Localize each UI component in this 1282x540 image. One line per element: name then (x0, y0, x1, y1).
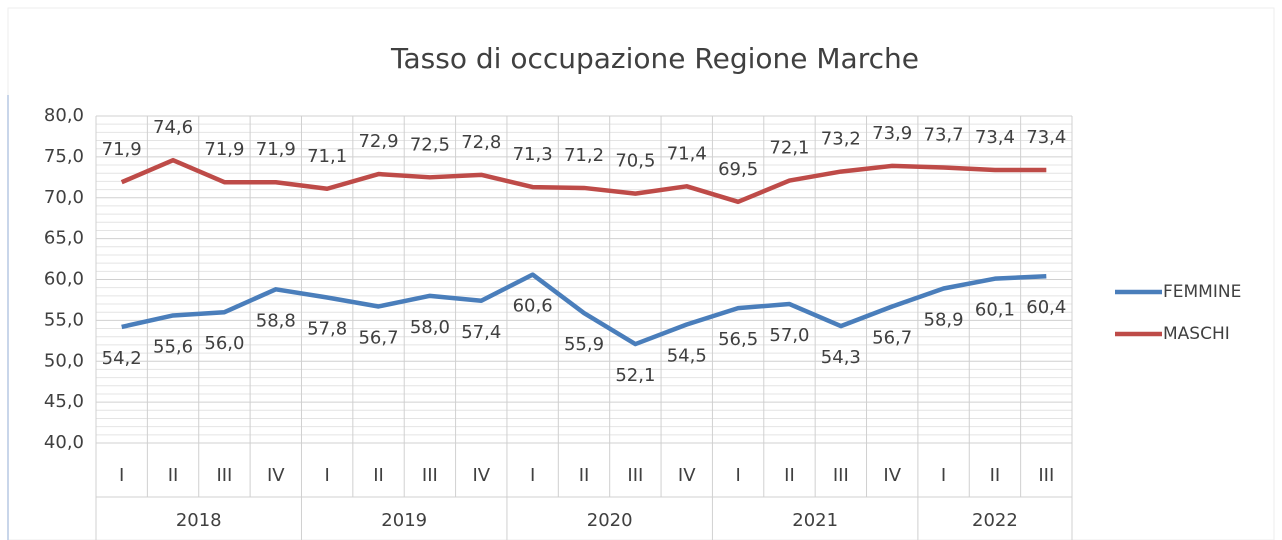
x-tick-label: IV (472, 465, 490, 486)
y-tick-label: 40,0 (44, 432, 84, 453)
data-label: 57,0 (769, 325, 809, 346)
line (121, 272, 1047, 347)
x-tick-label: I (530, 465, 535, 486)
data-label: 72,5 (410, 134, 450, 155)
y-tick-label: 70,0 (44, 187, 84, 208)
x-tick-label: II (579, 465, 590, 486)
x-tick-label: II (373, 465, 384, 486)
y-tick-label: 65,0 (44, 228, 84, 249)
data-label: 74,6 (153, 117, 193, 138)
data-label: 71,4 (667, 143, 707, 164)
x-tick-label: II (784, 465, 795, 486)
data-label: 72,9 (358, 131, 398, 152)
data-label: 56,7 (358, 327, 398, 348)
data-label: 73,4 (1026, 127, 1066, 148)
x-tick-label: III (833, 465, 849, 486)
data-label: 72,8 (461, 132, 501, 153)
x-tick-label: IV (678, 465, 696, 486)
y-tick-label: 80,0 (44, 105, 84, 126)
data-label: 70,5 (615, 151, 655, 172)
x-group-label: 2022 (972, 510, 1018, 531)
y-tick-label: 50,0 (44, 350, 84, 371)
x-tick-label: I (119, 465, 124, 486)
x-group-label: 2018 (176, 510, 222, 531)
chart-frame (7, 7, 1275, 540)
data-label: 73,4 (975, 127, 1015, 148)
data-label: 71,9 (204, 139, 244, 160)
data-label: 73,7 (924, 125, 964, 146)
legend-label: FEMMINE (1163, 282, 1241, 302)
data-label: 54,5 (667, 345, 707, 366)
data-label: 52,1 (615, 365, 655, 386)
y-tick-label: 55,0 (44, 309, 84, 330)
data-label: 71,9 (256, 139, 296, 160)
x-tick-label: III (216, 465, 232, 486)
chart-title: Tasso di occupazione Regione Marche (390, 42, 919, 75)
data-label: 72,1 (769, 138, 809, 159)
data-label: 55,9 (564, 334, 604, 355)
data-label: 56,7 (872, 327, 912, 348)
data-label: 57,4 (461, 322, 501, 343)
data-label: 54,2 (102, 348, 142, 369)
x-group-label: 2021 (792, 510, 838, 531)
data-label: 73,9 (872, 123, 912, 144)
x-tick-label: III (422, 465, 438, 486)
data-label: 58,0 (410, 317, 450, 338)
data-label: 54,3 (821, 347, 861, 368)
data-label: 56,0 (204, 333, 244, 354)
y-tick-label: 60,0 (44, 269, 84, 290)
line (120, 157, 1047, 205)
x-tick-label: II (990, 465, 1001, 486)
data-label: 71,1 (307, 146, 347, 167)
data-label: 69,5 (718, 159, 758, 180)
data-label: 73,2 (821, 129, 861, 150)
x-tick-label: IV (883, 465, 901, 486)
x-tick-label: I (325, 465, 330, 486)
data-label: 60,6 (513, 296, 553, 317)
y-tick-label: 75,0 (44, 146, 84, 167)
x-tick-label: I (735, 465, 740, 486)
data-label: 60,4 (1026, 297, 1066, 318)
data-label: 58,9 (924, 309, 964, 330)
x-group-label: 2019 (381, 510, 427, 531)
x-tick-label: IV (267, 465, 285, 486)
x-tick-label: II (168, 465, 179, 486)
y-tick-label: 45,0 (44, 391, 84, 412)
data-label: 71,9 (102, 139, 142, 160)
data-label: 60,1 (975, 300, 1015, 321)
data-label: 58,8 (256, 310, 296, 331)
data-label: 56,5 (718, 329, 758, 350)
x-group-label: 2020 (587, 510, 633, 531)
legend-label: MASCHI (1163, 324, 1230, 344)
data-label: 57,8 (307, 318, 347, 339)
data-label: 55,6 (153, 336, 193, 357)
x-tick-label: III (627, 465, 643, 486)
data-label: 71,3 (513, 144, 553, 165)
x-tick-label: III (1038, 465, 1054, 486)
data-label: 71,2 (564, 145, 604, 166)
x-tick-label: I (941, 465, 946, 486)
